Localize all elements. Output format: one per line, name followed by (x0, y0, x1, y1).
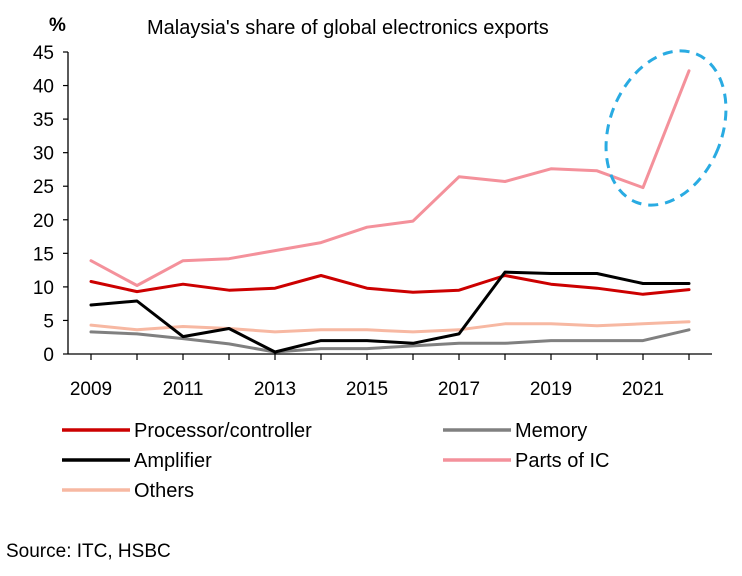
y-tick-label: 5 (43, 311, 54, 332)
y-axis: 0 5 10 15 20 25 30 35 40 45 (33, 43, 69, 366)
y-tick-label: 0 (43, 345, 54, 366)
x-tick-label: 2011 (163, 379, 204, 400)
x-tick-label: 2015 (346, 379, 388, 400)
y-tick-label: 20 (33, 211, 54, 232)
x-tick-label: 2017 (438, 379, 480, 400)
x-tick-label: 2013 (254, 379, 296, 400)
legend-label-others: Others (134, 480, 194, 502)
x-tick-label: 2009 (70, 379, 112, 400)
x-tick-label: 2021 (622, 379, 664, 400)
series-line-amplifier (89, 270, 691, 354)
x-tick-label: 2019 (530, 379, 572, 400)
y-unit-label: % (49, 15, 66, 36)
y-tick-label: 10 (33, 278, 54, 299)
series-line-memory (89, 328, 691, 354)
legend: Processor/controller Memory Amplifier Parts… (62, 420, 609, 502)
y-tick-label: 30 (33, 144, 54, 165)
y-tick-label: 15 (33, 244, 54, 265)
y-tick-label: 35 (33, 110, 54, 131)
series-line-others (89, 320, 691, 334)
source-note: Source: ITC, HSBC (6, 541, 171, 562)
chart-title: Malaysia's share of global electronics e… (147, 17, 549, 39)
y-tick-label: 25 (33, 177, 54, 198)
chart: % Malaysia's share of global electronics… (33, 15, 728, 502)
legend-label-processor-controller: Processor/controller (134, 420, 312, 442)
legend-label-memory: Memory (515, 420, 587, 442)
highlight-ellipse (604, 49, 728, 207)
y-tick-label: 40 (33, 77, 54, 98)
series-lines (89, 69, 691, 354)
series-line-processor-controller (89, 274, 691, 296)
x-axis: 2009 2011 2013 2015 2017 2019 2021 (68, 353, 712, 400)
legend-label-parts-of-ic: Parts of IC (515, 450, 609, 472)
y-tick-label: 45 (33, 43, 54, 64)
annotation (604, 49, 728, 207)
series-line-parts-of-ic (89, 69, 691, 287)
legend-label-amplifier: Amplifier (134, 450, 212, 472)
